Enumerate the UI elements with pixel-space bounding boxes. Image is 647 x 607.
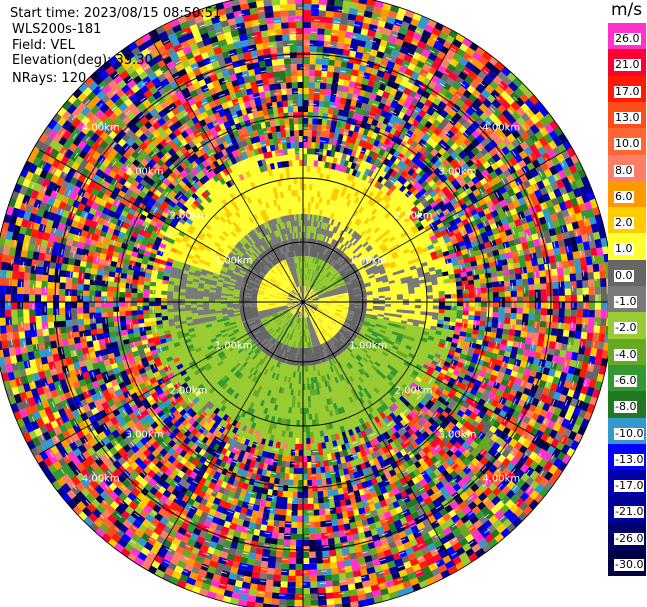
velocity-gates (0, 0, 613, 607)
colorbar-tick-label: -26.0 (614, 531, 645, 545)
range-ring-label: 3.00km (439, 166, 477, 177)
velocity-gate-group (9, 0, 610, 606)
colorbar-tick-label: 0.0 (614, 268, 634, 282)
range-ring-label: 1.00km (349, 256, 387, 267)
range-ring-label: 1.00km (215, 256, 253, 267)
range-ring (242, 241, 364, 363)
colorbar-tick-label: 2.0 (614, 216, 634, 230)
range-ring-label: 2.00km (395, 210, 433, 221)
azimuth-spoke (302, 301, 456, 567)
range-ring-label: 5.00km (526, 517, 564, 528)
colorbar-tick-label: 8.0 (614, 163, 634, 177)
colorbar-tick-label: -1.0 (614, 295, 638, 308)
colorbar-tick-label: -6.0 (614, 373, 638, 387)
velocity-gate-group (0, 0, 613, 607)
azimuth-spoke (302, 37, 456, 303)
range-ring-label: 4.00km (82, 473, 120, 484)
colorbar-tick-label: 26.0 (614, 32, 641, 45)
range-ring-label: 4.00km (482, 123, 520, 134)
colorbar-tick-label: 17.0 (614, 84, 641, 98)
colorbar-tick-label: -10.0 (614, 426, 645, 440)
start-time-label: Start time: 2023/08/15 08:50:51 (10, 6, 222, 21)
velocity-gate-group (4, 0, 613, 606)
azimuth-spoke (150, 301, 304, 567)
colorbar-tick-label: -4.0 (614, 347, 638, 361)
range-ring-label: 3.00km (439, 430, 477, 441)
range-ring-label: 3.00km (126, 166, 164, 177)
colorbar-tick-label: -2.0 (614, 321, 638, 335)
range-ring-label: 2.00km (395, 386, 433, 397)
range-ring-label: 1.00km (215, 340, 253, 351)
range-ring (178, 177, 428, 427)
field-label: Field: VEL (12, 38, 75, 53)
elevation-label: Elevation(deg): 35.30 (12, 53, 153, 68)
velocity-gate-group (0, 4, 611, 607)
range-ring (54, 53, 552, 551)
nrays-label: NRays: 120 (12, 71, 87, 86)
colorbar-tick-label: -21.0 (614, 505, 645, 519)
range-ring-label: 5.00km (38, 79, 76, 90)
velocity-gate-group (8, 0, 591, 606)
azimuth-spoke (302, 301, 568, 455)
site-label: WLS200s-181 (12, 22, 102, 37)
range-ring-label: 4.00km (482, 473, 520, 484)
range-ring-label: 2.00km (170, 386, 208, 397)
range-ring-label: 5.00km (526, 79, 564, 90)
velocity-gate-group (0, 0, 607, 606)
azimuth-spoke (38, 301, 304, 455)
azimuth-spoke (38, 149, 304, 303)
azimuth-spoke (302, 149, 568, 303)
colorbar-tick-label: 6.0 (614, 189, 634, 203)
colorbar-tick-label: 21.0 (614, 58, 641, 72)
velocity-gate-group (0, 0, 611, 605)
colorbar-tick-label: 10.0 (614, 137, 641, 151)
range-ring-label: 4.00km (82, 123, 120, 134)
colorbar-tick-label: 13.0 (614, 110, 641, 124)
range-ring (116, 115, 490, 489)
colorbar-tick-label: 1.0 (614, 242, 634, 256)
colorbar-unit: m/s (611, 0, 643, 20)
range-ring-label: 3.00km (126, 430, 164, 441)
velocity-gate-group (7, 0, 607, 607)
range-ring-label: 5.00km (38, 517, 76, 528)
range-ring-label: 2.00km (170, 210, 208, 221)
range-ring-label: 1.00km (349, 340, 387, 351)
colorbar-tick-label: -17.0 (614, 479, 645, 493)
colorbar-tick-label: -30.0 (614, 558, 645, 571)
azimuth-spoke (150, 37, 304, 303)
colorbar-tick-label: -8.0 (614, 400, 638, 414)
velocity-gate-group (0, 0, 613, 606)
colorbar-tick-label: -13.0 (614, 452, 645, 466)
velocity-gate-group (0, 0, 607, 607)
